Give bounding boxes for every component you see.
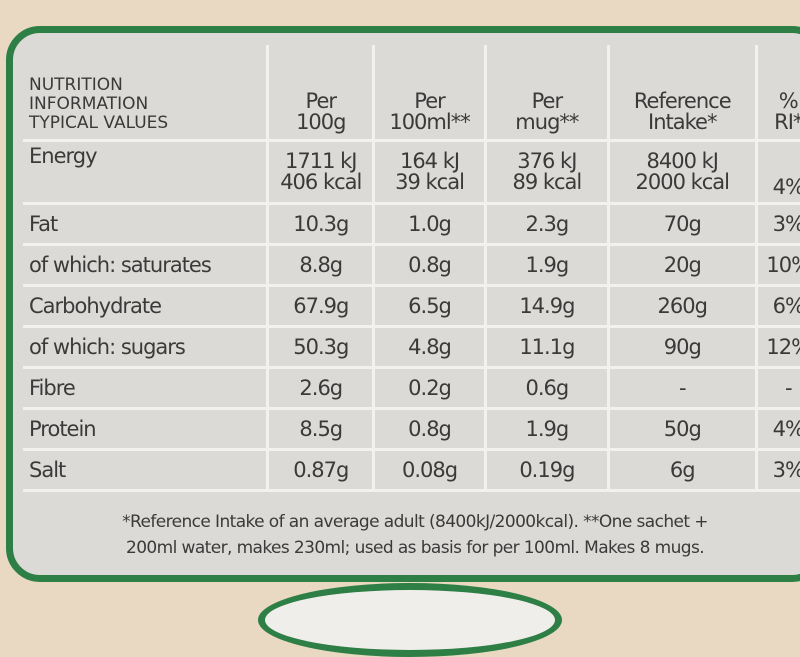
cell: 14.9g: [485, 285, 610, 328]
cell: 0.2g: [373, 367, 487, 410]
cell: 4.8g: [373, 326, 487, 369]
cell: 0.19g: [485, 449, 610, 492]
cell: 3%: [756, 203, 800, 246]
row-label: Fibre: [23, 367, 270, 410]
cell: 67.9g: [267, 285, 376, 328]
cell: 0.87g: [267, 449, 376, 492]
cell: 20g: [608, 244, 758, 287]
cell: 50.3g: [267, 326, 376, 369]
cell: 0.8g: [373, 408, 487, 451]
badge-outline: [258, 583, 562, 657]
cell: 8400 kJ 2000 kcal: [608, 140, 758, 205]
table-header: NUTRITION INFORMATION TYPICAL VALUES Per…: [23, 45, 800, 142]
cell: 70g: [608, 203, 758, 246]
cell: -: [608, 367, 758, 410]
cell: 376 kJ 89 kcal: [485, 140, 610, 205]
title-line: INFORMATION: [29, 94, 149, 114]
cell: 6g: [608, 449, 758, 492]
nutrition-table: NUTRITION INFORMATION TYPICAL VALUES Per…: [23, 45, 800, 492]
row-label: of which: saturates: [23, 244, 270, 287]
row-label: Salt: [23, 449, 270, 492]
cell: 1.9g: [485, 244, 610, 287]
cell: 4%: [756, 408, 800, 451]
column-header: % RI*: [756, 45, 800, 142]
cell: 90g: [608, 326, 758, 369]
cell: 8.8g: [267, 244, 376, 287]
footnote: *Reference Intake of an average adult (8…: [35, 509, 795, 561]
table-row: Energy 1711 kJ 406 kcal 164 kJ 39 kcal 376…: [23, 140, 800, 205]
cell: -: [756, 367, 800, 410]
row-label: of which: sugars: [23, 326, 270, 369]
cell: 260g: [608, 285, 758, 328]
cell: 0.8g: [373, 244, 487, 287]
column-header: Per 100ml**: [373, 45, 487, 142]
cell: 3%: [756, 449, 800, 492]
cell: 1.9g: [485, 408, 610, 451]
cell: 8.5g: [267, 408, 376, 451]
title-line: NUTRITION: [29, 75, 123, 95]
cell: 6%: [756, 285, 800, 328]
cell: 2.3g: [485, 203, 610, 246]
cell: 50g: [608, 408, 758, 451]
table-row: Fibre 2.6g 0.2g 0.6g - -: [23, 367, 800, 410]
row-label: Carbohydrate: [23, 285, 270, 328]
cell: 10%: [756, 244, 800, 287]
cell: 2.6g: [267, 367, 376, 410]
column-header: Reference Intake*: [608, 45, 758, 142]
footnote-line: *Reference Intake of an average adult (8…: [122, 512, 708, 532]
table-title: NUTRITION INFORMATION TYPICAL VALUES: [23, 45, 270, 142]
cell: 164 kJ 39 kcal: [373, 140, 487, 205]
cell: 6.5g: [373, 285, 487, 328]
cell: 0.08g: [373, 449, 487, 492]
cell: 1711 kJ 406 kcal: [267, 140, 376, 205]
cell: 1.0g: [373, 203, 487, 246]
cell: 10.3g: [267, 203, 376, 246]
column-header: Per 100g: [267, 45, 376, 142]
column-header: Per mug**: [485, 45, 610, 142]
row-label: Fat: [23, 203, 270, 246]
footnote-line: 200ml water, makes 230ml; used as basis …: [126, 538, 705, 558]
nutrition-label: NUTRITION INFORMATION TYPICAL VALUES Per…: [6, 26, 800, 582]
row-label: Energy: [23, 140, 270, 205]
cell: 11.1g: [485, 326, 610, 369]
cell: 4%: [756, 140, 800, 205]
cell: 12%: [756, 326, 800, 369]
title-line: TYPICAL VALUES: [29, 113, 169, 133]
cell: 0.6g: [485, 367, 610, 410]
row-label: Protein: [23, 408, 270, 451]
